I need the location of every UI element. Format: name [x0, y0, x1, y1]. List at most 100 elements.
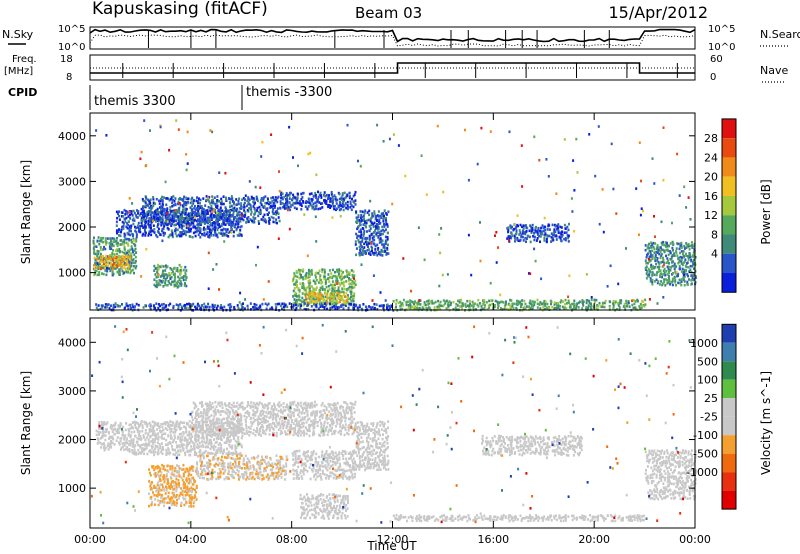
data-cell — [111, 268, 114, 271]
data-cell — [202, 414, 205, 418]
data-cell — [199, 411, 202, 414]
data-cell — [147, 432, 150, 435]
data-cell — [235, 446, 238, 449]
data-cell — [582, 302, 584, 305]
data-cell — [107, 303, 110, 306]
data-cell — [113, 240, 116, 243]
data-cell — [114, 259, 117, 262]
power-y-axis-label: Slant Range [km] — [19, 160, 33, 264]
data-cell — [347, 306, 350, 310]
data-cell — [236, 207, 238, 211]
colorbar-segment — [722, 157, 736, 177]
data-cell — [332, 197, 335, 201]
data-cell — [212, 422, 215, 426]
noise-cell — [411, 300, 414, 304]
data-cell — [673, 262, 676, 266]
data-cell — [674, 280, 677, 284]
data-cell — [149, 425, 152, 428]
data-cell — [688, 278, 690, 281]
data-cell — [223, 431, 226, 434]
data-cell — [136, 209, 138, 212]
data-cell — [245, 415, 248, 419]
data-cell — [663, 250, 666, 254]
data-cell — [293, 298, 296, 301]
data-cell — [340, 207, 343, 211]
noise-cell — [441, 273, 444, 277]
data-cell — [185, 276, 188, 279]
data-cell — [191, 235, 194, 239]
colorbar-segment — [722, 273, 736, 293]
data-cell — [537, 226, 540, 230]
data-cell — [165, 304, 168, 307]
freq-unit: [MHz] — [4, 66, 33, 77]
data-cell — [153, 453, 156, 457]
data-cell — [300, 197, 303, 201]
data-cell — [568, 222, 570, 226]
noise-cell — [573, 189, 576, 192]
data-cell — [116, 252, 119, 256]
data-cell — [237, 202, 240, 206]
noise-cell — [143, 119, 146, 122]
data-cell — [292, 304, 295, 307]
data-cell — [144, 444, 147, 447]
data-cell — [119, 425, 122, 428]
data-cell — [176, 228, 179, 232]
data-cell — [169, 277, 172, 280]
data-cell — [663, 267, 666, 271]
data-cell — [338, 270, 341, 273]
data-cell — [691, 244, 694, 247]
data-cell — [307, 296, 310, 300]
data-cell — [221, 213, 224, 216]
data-cell — [178, 219, 181, 223]
data-cell — [248, 411, 251, 415]
noise-cell — [307, 152, 310, 156]
data-cell — [162, 285, 165, 288]
data-cell — [124, 233, 127, 237]
data-cell — [235, 432, 238, 435]
data-cell — [247, 220, 250, 224]
data-cell — [315, 296, 318, 299]
data-cell — [650, 263, 653, 267]
data-cell — [125, 447, 128, 451]
data-cell — [206, 231, 209, 234]
colorbar-tick-label: 28 — [704, 132, 718, 145]
data-cell — [219, 451, 222, 454]
data-cell — [194, 436, 197, 439]
data-cell — [139, 435, 142, 438]
data-cell — [212, 431, 215, 434]
data-cell — [231, 428, 234, 431]
data-cell — [509, 224, 512, 227]
data-cell — [329, 295, 332, 298]
data-cell — [220, 232, 223, 235]
data-cell — [179, 234, 181, 238]
noise-cell — [436, 124, 439, 128]
data-cell — [179, 279, 182, 283]
data-cell — [214, 425, 217, 429]
data-cell — [100, 446, 103, 449]
data-cell — [184, 278, 187, 282]
data-cell — [205, 414, 208, 417]
data-cell — [159, 206, 161, 209]
data-cell — [295, 200, 298, 204]
data-cell — [319, 207, 322, 210]
data-cell — [157, 438, 160, 441]
data-cell — [103, 448, 106, 452]
data-cell — [280, 191, 283, 195]
data-cell — [149, 306, 152, 309]
data-cell — [319, 286, 322, 290]
data-cell — [376, 214, 379, 217]
data-cell — [337, 205, 340, 209]
data-cell — [686, 273, 689, 276]
data-cell — [305, 275, 308, 279]
data-cell — [206, 436, 208, 440]
data-cell — [581, 299, 584, 302]
data-cell — [648, 242, 651, 246]
data-cell — [217, 410, 220, 414]
data-cell — [378, 241, 381, 244]
data-cell — [223, 210, 226, 213]
data-cell — [658, 262, 661, 265]
data-cell — [157, 283, 160, 287]
data-cell — [215, 233, 218, 237]
data-cell — [135, 233, 138, 236]
data-cell — [315, 196, 318, 200]
